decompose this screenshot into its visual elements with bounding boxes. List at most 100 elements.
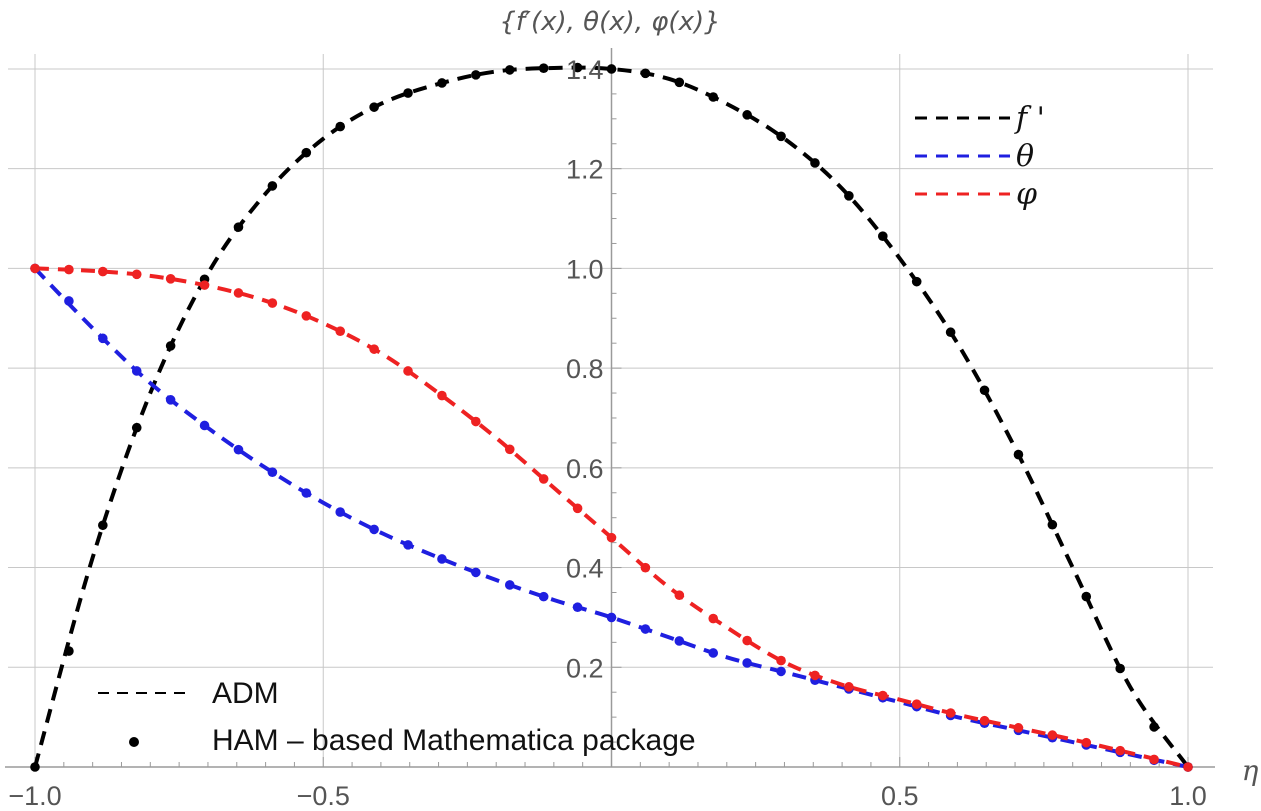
data-point-f (640, 68, 651, 79)
data-point-f (98, 520, 108, 531)
series-line-f (33, 65, 1190, 769)
data-point-f (301, 147, 312, 158)
data-point-phi (403, 366, 413, 376)
data-point-f (538, 63, 549, 73)
data-point-phi (810, 670, 820, 681)
data-point-f (165, 341, 176, 351)
y-tick-label: 1.4 (566, 55, 604, 85)
data-point-phi (437, 390, 447, 401)
data-point-phi (267, 298, 278, 308)
data-point-theta (64, 296, 74, 306)
y-tick-label: 0.4 (566, 554, 604, 584)
data-point-f (708, 92, 719, 102)
x-axis-label: η (1242, 754, 1259, 787)
data-point-f (844, 191, 854, 201)
data-point-phi (335, 326, 346, 336)
series-legend: f 'θφ (915, 101, 1045, 212)
data-point-phi (369, 344, 379, 354)
series-dots (30, 62, 1193, 772)
legend-label-theta: θ (1016, 139, 1034, 174)
data-point-theta (403, 540, 413, 550)
data-point-f (810, 158, 820, 168)
data-point-f (437, 78, 447, 88)
data-point-theta (267, 467, 278, 478)
data-point-f (504, 65, 515, 75)
data-point-f (369, 102, 379, 112)
data-point-f (131, 422, 142, 433)
data-point-f (30, 762, 40, 772)
x-tick-label: 0.5 (881, 781, 919, 811)
data-point-phi (538, 474, 549, 484)
data-point-phi (606, 532, 617, 543)
method-legend-label-ham: HAM – based Mathematica package (212, 724, 696, 757)
data-point-theta (742, 658, 752, 668)
data-point-phi (64, 264, 74, 275)
data-point-phi (504, 444, 515, 455)
data-point-theta (572, 602, 583, 613)
data-point-phi (911, 699, 922, 709)
data-point-f (233, 222, 244, 232)
data-point-phi (979, 715, 990, 726)
data-point-phi (945, 708, 956, 718)
data-point-f (1115, 663, 1125, 674)
x-tick-label: 1.0 (1169, 781, 1207, 811)
data-point-phi (30, 263, 40, 274)
data-point-f (335, 121, 346, 132)
data-point-phi (1047, 730, 1058, 740)
data-point-theta (471, 567, 481, 578)
data-point-f (1047, 519, 1058, 530)
method-legend-label-adm: ADM (212, 677, 279, 710)
data-point-phi (165, 274, 176, 284)
data-point-phi (199, 280, 210, 290)
method-legend-dot-swatch (129, 737, 139, 747)
data-point-theta (131, 366, 142, 376)
y-tick-label: 0.6 (566, 454, 604, 484)
data-point-phi (640, 562, 651, 573)
data-point-theta (369, 524, 379, 535)
method-legend: ADM HAM – based Mathematica package (98, 677, 696, 757)
data-point-phi (776, 655, 786, 666)
data-point-theta (165, 395, 176, 405)
data-point-theta (538, 591, 549, 602)
data-point-theta (606, 612, 617, 623)
legend-label-f: f ' (1014, 101, 1045, 136)
y-tick-label: 1.2 (566, 155, 604, 185)
data-point-theta (437, 554, 447, 564)
data-point-theta (776, 666, 786, 677)
x-tick-label: −0.5 (297, 781, 350, 811)
data-point-theta (708, 648, 719, 658)
data-point-f (1149, 722, 1159, 732)
data-point-f (572, 62, 583, 73)
data-point-phi (131, 269, 142, 280)
data-point-phi (572, 503, 583, 514)
data-point-phi (1013, 723, 1024, 733)
data-point-theta (335, 507, 346, 517)
data-point-f (674, 77, 685, 88)
data-point-f (911, 276, 922, 287)
data-point-theta (674, 636, 685, 646)
data-point-theta (640, 624, 651, 634)
data-point-f (403, 88, 413, 98)
data-point-theta (199, 420, 210, 431)
data-point-phi (674, 590, 685, 601)
data-point-phi (98, 266, 108, 277)
data-point-phi (233, 288, 244, 298)
chart-title: {f′(x), θ(x), φ(x)} (499, 7, 720, 37)
data-point-phi (301, 311, 312, 321)
data-point-phi (1149, 754, 1159, 765)
data-point-f (877, 231, 888, 241)
data-point-phi (471, 416, 481, 427)
data-point-theta (233, 444, 244, 455)
data-point-f (979, 385, 990, 396)
data-point-f (742, 110, 752, 120)
y-tick-label: 0.2 (566, 653, 604, 683)
data-point-f (606, 64, 617, 74)
tick-labels: −1.0 −0.5 0.5 1.0 0.2 0.4 0.6 0.8 1.0 1.2 1.4 (8, 55, 1206, 811)
data-point-f (776, 131, 786, 142)
grid (8, 54, 1213, 767)
data-point-f (64, 646, 74, 656)
data-point-f (945, 327, 956, 338)
data-point-theta (504, 580, 515, 590)
data-point-f (471, 70, 481, 80)
